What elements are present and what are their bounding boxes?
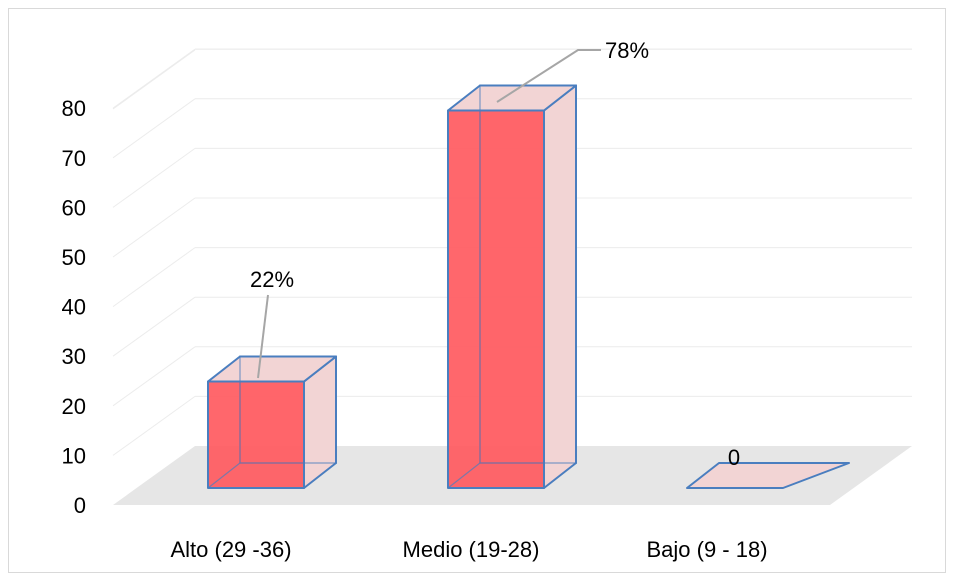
y-tick-label: 60 bbox=[62, 195, 86, 220]
gridline-wall-top bbox=[112, 49, 196, 110]
y-tick-label: 80 bbox=[62, 96, 86, 121]
x-axis-categories: Alto (29 -36) Medio (19-28) Bajo (9 - 18) bbox=[170, 537, 767, 562]
data-labels: 22% 78% 0 bbox=[250, 38, 740, 470]
data-label: 22% bbox=[250, 267, 294, 292]
gridline-wall-80 bbox=[112, 48, 196, 109]
gridline-wall-70 bbox=[112, 98, 196, 159]
y-tick-label: 70 bbox=[62, 146, 86, 171]
y-tick-label: 30 bbox=[62, 344, 86, 369]
y-tick-label: 50 bbox=[62, 245, 86, 270]
bar-front-face bbox=[447, 109, 545, 489]
category-label: Alto (29 -36) bbox=[170, 537, 291, 562]
gridline-wall-40 bbox=[112, 247, 196, 308]
y-axis-ticks: 0 10 20 30 40 50 60 70 80 bbox=[62, 96, 86, 518]
bar-inner-edge bbox=[207, 462, 241, 489]
gridline-wall-30 bbox=[112, 296, 196, 357]
bar-front-face bbox=[207, 380, 305, 489]
y-tick-label: 40 bbox=[62, 295, 86, 320]
gridline-wall-10 bbox=[112, 395, 196, 456]
bar-0 bbox=[207, 355, 337, 489]
data-label: 78% bbox=[605, 38, 649, 63]
bar-inner-edge bbox=[447, 462, 481, 489]
leader-line bbox=[257, 294, 269, 379]
gridline-wall-20 bbox=[112, 346, 196, 407]
gridline-wall-60 bbox=[112, 147, 196, 208]
category-label: Medio (19-28) bbox=[403, 537, 540, 562]
y-tick-label: 0 bbox=[74, 493, 86, 518]
bars bbox=[207, 84, 850, 489]
leader-line bbox=[496, 49, 601, 103]
bar-side-face bbox=[543, 84, 577, 489]
data-label: 0 bbox=[728, 445, 740, 470]
bar-1 bbox=[447, 84, 577, 489]
bar-flat-face bbox=[686, 462, 850, 489]
bar-2 bbox=[686, 462, 850, 489]
category-label: Bajo (9 - 18) bbox=[646, 537, 767, 562]
y-tick-label: 20 bbox=[62, 394, 86, 419]
gridline-wall-50 bbox=[112, 197, 196, 258]
y-tick-label: 10 bbox=[62, 443, 86, 468]
